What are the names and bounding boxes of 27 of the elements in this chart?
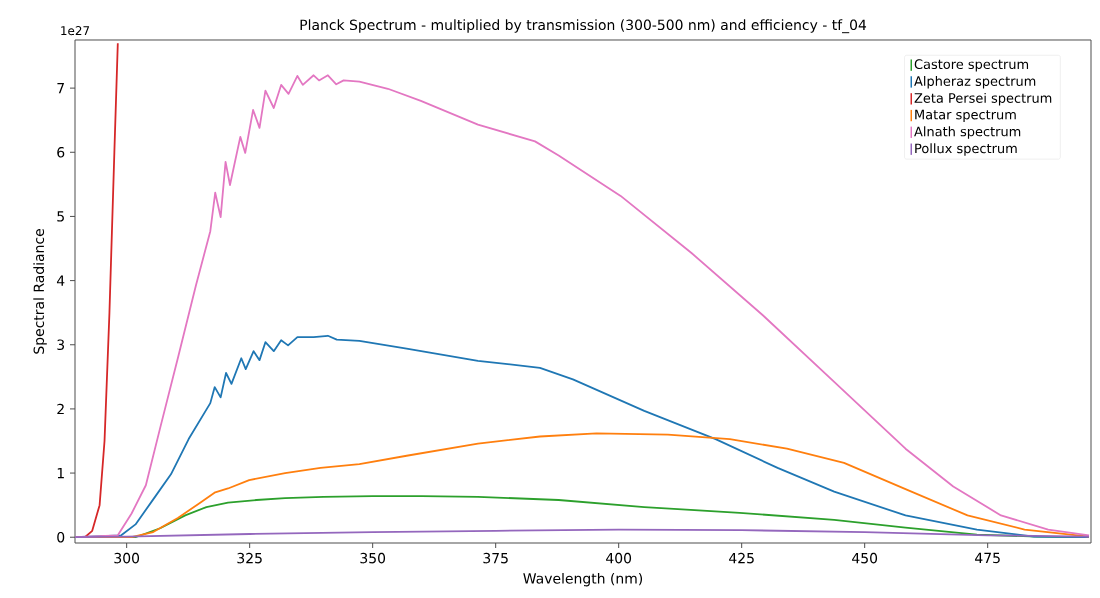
x-tick-label: 450: [852, 552, 878, 564]
x-tick-label: 325: [237, 552, 262, 564]
y-tick-label: 5: [57, 211, 64, 222]
legend-label: Pollux spectrum: [915, 143, 1017, 156]
x-tick-label: 425: [729, 552, 754, 564]
legend-label: Alnath spectrum: [914, 126, 1021, 139]
legend-label: Castore spectrum: [914, 59, 1029, 72]
x-tick-label: 400: [606, 552, 632, 564]
y-tick-label: 2: [57, 403, 64, 415]
x-tick-label: 375: [483, 552, 508, 564]
x-tick-label: 300: [114, 552, 140, 564]
x-axis-title: Wavelength (nm): [523, 572, 643, 587]
y-axis-title: Spectral Radiance: [33, 229, 47, 354]
text: 1e27: [61, 26, 90, 36]
line-series: [75, 528, 1090, 539]
chart-title: Planck Spectrum - multiplied by transmission (300-500 nm) and efficiency - tf_04: [300, 19, 867, 34]
y-tick-label: 1: [57, 467, 64, 479]
y-tick-label: 3: [57, 339, 65, 351]
legend-label: Alpheraz spectrum: [914, 75, 1036, 89]
x-tick-label: 475: [975, 552, 1000, 564]
y-tick-label: 7: [57, 83, 64, 94]
legend-label: Matar spectrum: [915, 109, 1016, 122]
y-tick-label: 0: [57, 531, 65, 543]
y-tick-label: 6: [57, 146, 65, 158]
x-tick-label: 350: [360, 552, 386, 564]
y-tick-label: 4: [56, 275, 65, 286]
legend-label: Zeta Persei spectrum: [914, 92, 1052, 106]
